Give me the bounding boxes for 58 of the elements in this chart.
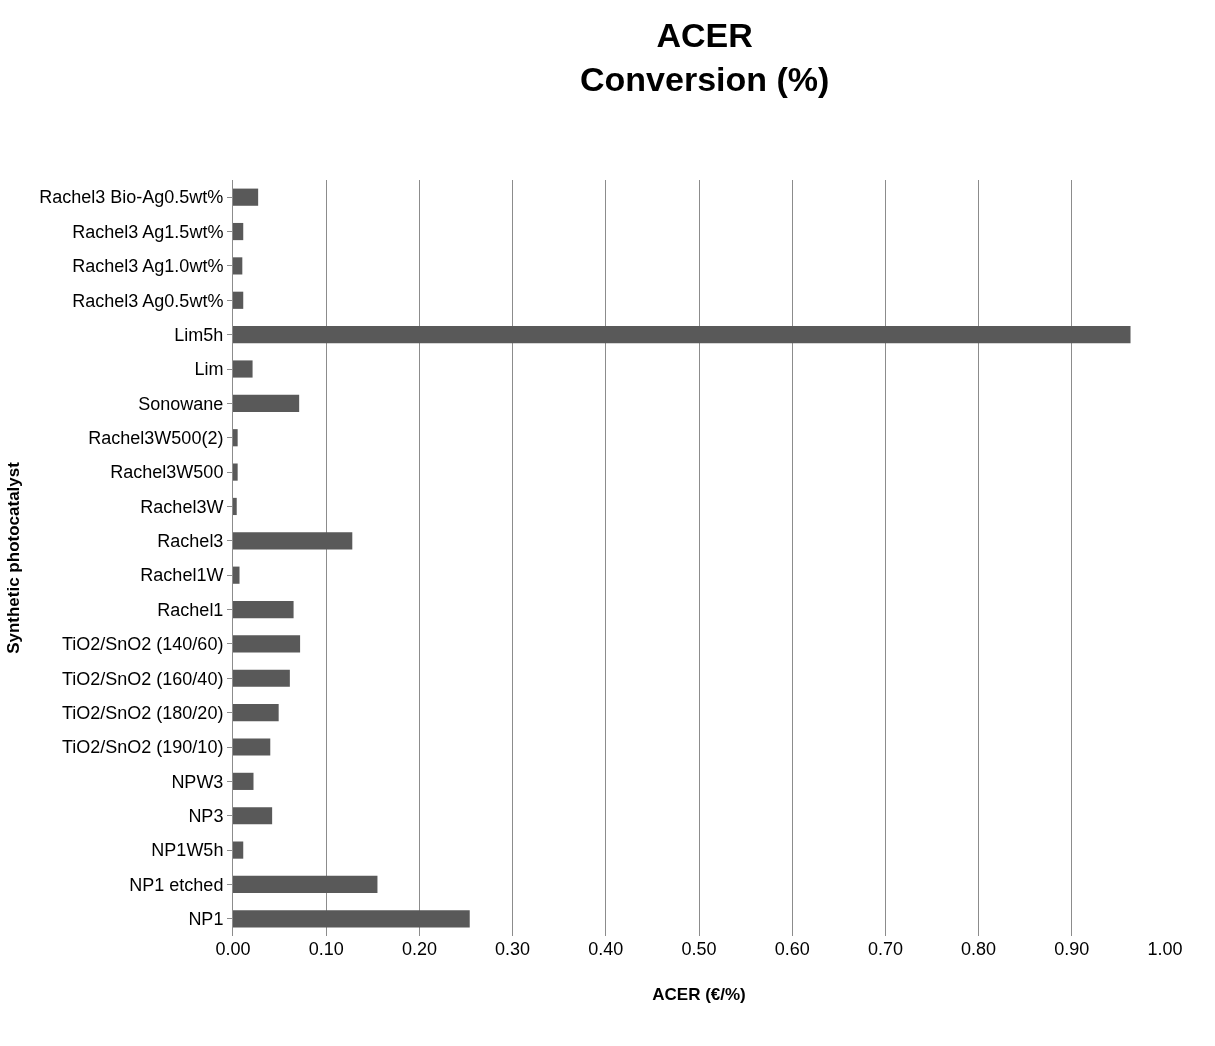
y-tick-label: TiO2/SnO2 (160/40) [61, 668, 224, 689]
bar [233, 222, 244, 241]
bar [233, 600, 294, 619]
y-tick-label: NP1 [188, 909, 224, 930]
y-axis-title: Synthetic photocatalyst [3, 461, 23, 654]
bar [233, 429, 238, 447]
bar [233, 463, 238, 481]
y-tick-label: Rachel3W500 [110, 462, 224, 483]
y-tick-label: NP1 etched [129, 874, 224, 895]
y-tick-label: Rachel3W500(2) [88, 428, 224, 449]
x-tick-label: 0.20 [401, 939, 437, 959]
y-tick-label: Rachel3 Ag1.0wt% [72, 256, 224, 277]
bar [233, 326, 1131, 344]
bar [233, 394, 300, 412]
bar [233, 669, 290, 687]
bar [233, 841, 244, 859]
y-tick-label: Rachel3 Bio-Ag0.5wt% [39, 187, 224, 208]
y-tick-label: Rachel3W [140, 496, 224, 517]
x-axis-title: ACER (€/%) [652, 985, 746, 1005]
y-tick-label: Lim5h [174, 324, 224, 345]
bar [233, 704, 279, 722]
bar [233, 188, 259, 206]
y-tick-label: TiO2/SnO2 (190/10) [61, 737, 224, 758]
x-tick-label: 1.00 [1147, 939, 1183, 959]
x-tick-label: 0.00 [215, 939, 251, 959]
x-tick-label: 0.40 [588, 939, 624, 959]
bar [233, 875, 378, 894]
y-tick-label: Rachel1W [140, 565, 224, 586]
chart-title: ACER Conversion (%) [580, 16, 830, 99]
bar [233, 635, 301, 653]
y-tick-label: TiO2/SnO2 (140/60) [61, 634, 224, 655]
bar [233, 497, 237, 516]
bar [233, 291, 244, 309]
y-tick-label: TiO2/SnO2 (180/20) [61, 702, 224, 723]
x-tick-label: 0.90 [1054, 939, 1090, 959]
x-tick-label: 0.70 [867, 939, 903, 959]
bar [233, 566, 240, 584]
y-tick-label: Sonowane [138, 393, 224, 414]
y-tick-label: NP3 [188, 806, 224, 827]
bar [233, 807, 273, 825]
x-tick-label: 0.30 [495, 939, 531, 959]
bar [233, 910, 470, 928]
bar [233, 738, 271, 756]
y-tick-label: NP1W5h [151, 840, 224, 861]
y-tick-label: Rachel1 [157, 599, 224, 620]
y-tick-label: Rachel3 Ag0.5wt% [72, 290, 224, 311]
x-tick-label: 0.50 [681, 939, 717, 959]
x-tick-label: 0.10 [308, 939, 344, 959]
bar [233, 257, 243, 275]
x-tick-label: 0.60 [774, 939, 810, 959]
y-tick-label: Rachel3 Ag1.5wt% [72, 221, 224, 242]
bar [233, 532, 353, 550]
y-tick-label: Rachel3 [157, 531, 224, 552]
y-tick-label: NPW3 [171, 771, 224, 792]
x-tick-label: 0.80 [961, 939, 997, 959]
y-tick-label: Lim [194, 359, 224, 380]
bar [233, 360, 253, 378]
bar [233, 772, 254, 790]
